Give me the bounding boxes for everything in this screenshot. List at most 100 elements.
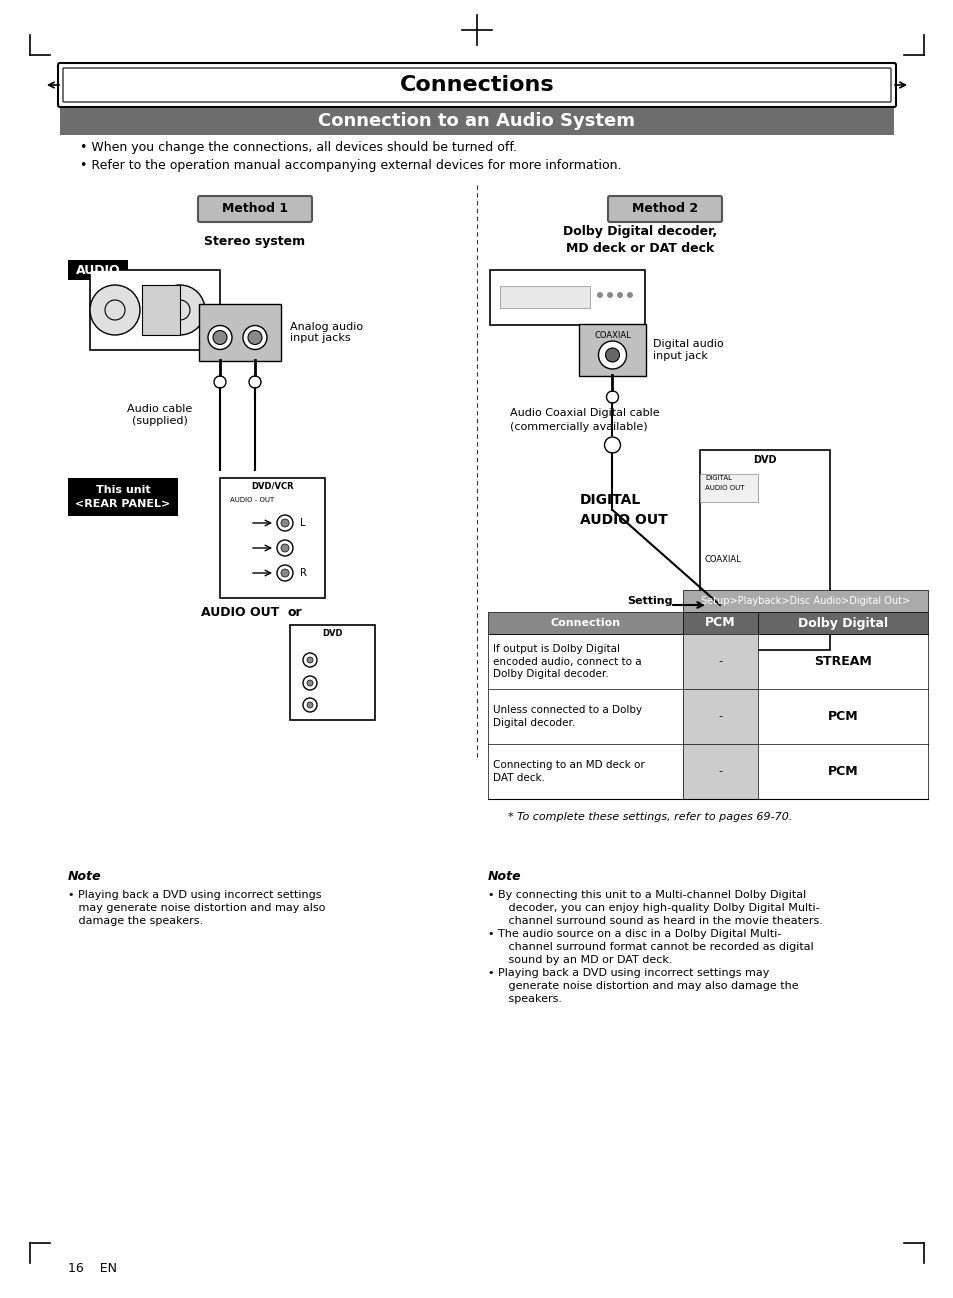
- Text: Connecting to an MD deck or
DAT deck.: Connecting to an MD deck or DAT deck.: [493, 761, 644, 783]
- Circle shape: [713, 598, 725, 611]
- Text: Setting: Setting: [627, 596, 672, 606]
- Bar: [490, 270, 644, 324]
- Text: sound by an MD or DAT deck.: sound by an MD or DAT deck.: [497, 955, 672, 964]
- Text: • Refer to the operation manual accompanying external devices for more informati: • Refer to the operation manual accompan…: [80, 158, 620, 171]
- Circle shape: [707, 593, 731, 617]
- Text: Setup>Playback>Disc Audio>Digital Out>: Setup>Playback>Disc Audio>Digital Out>: [700, 596, 909, 606]
- Circle shape: [617, 292, 622, 299]
- Text: L: L: [299, 518, 305, 528]
- Text: If output is Dolby Digital
encoded audio, connect to a
Dolby Digital decoder.: If output is Dolby Digital encoded audio…: [493, 644, 641, 679]
- Text: DIGITAL: DIGITAL: [704, 475, 731, 482]
- Bar: [90, 270, 220, 350]
- Text: channel surround format cannot be recorded as digital: channel surround format cannot be record…: [497, 942, 813, 951]
- Bar: [220, 478, 325, 598]
- Bar: [700, 450, 829, 650]
- Text: -: -: [718, 657, 721, 666]
- Text: decoder, you can enjoy high-quality Dolby Digital Multi-: decoder, you can enjoy high-quality Dolb…: [497, 903, 819, 912]
- Text: Note: Note: [488, 870, 521, 883]
- Bar: [758, 611, 927, 633]
- Text: AUDIO - OUT: AUDIO - OUT: [230, 497, 274, 504]
- Text: Audio cable
(supplied): Audio cable (supplied): [128, 404, 193, 426]
- Text: channel surround sound as heard in the movie theaters.: channel surround sound as heard in the m…: [497, 916, 822, 925]
- Text: STREAM: STREAM: [813, 655, 871, 668]
- FancyBboxPatch shape: [199, 304, 281, 361]
- Circle shape: [303, 676, 316, 691]
- Bar: [68, 260, 128, 280]
- Text: DVD: DVD: [753, 456, 776, 465]
- Bar: [142, 286, 180, 335]
- Text: PCM: PCM: [827, 765, 858, 778]
- Text: • Playing back a DVD using incorrect settings: • Playing back a DVD using incorrect set…: [68, 890, 321, 900]
- Bar: [682, 633, 758, 689]
- Text: COAXIAL: COAXIAL: [594, 331, 630, 340]
- Circle shape: [281, 569, 289, 578]
- Circle shape: [303, 653, 316, 667]
- Text: -: -: [718, 767, 721, 776]
- Circle shape: [598, 341, 626, 369]
- Bar: [682, 689, 758, 744]
- Text: Stereo system: Stereo system: [204, 235, 305, 248]
- Text: PCM: PCM: [704, 617, 735, 630]
- Bar: [700, 474, 758, 502]
- Text: DVD/VCR: DVD/VCR: [251, 482, 294, 491]
- Circle shape: [276, 540, 293, 556]
- Circle shape: [281, 544, 289, 552]
- Circle shape: [307, 657, 313, 663]
- Circle shape: [303, 698, 316, 713]
- Circle shape: [213, 376, 226, 388]
- Bar: [682, 744, 758, 800]
- Circle shape: [281, 519, 289, 527]
- Text: Note: Note: [68, 870, 102, 883]
- Circle shape: [249, 376, 261, 388]
- Text: Analog audio
input jacks: Analog audio input jacks: [290, 322, 363, 343]
- Bar: [682, 611, 758, 633]
- Circle shape: [606, 391, 618, 402]
- Text: R: R: [299, 569, 307, 578]
- Circle shape: [604, 437, 619, 453]
- Text: Digital audio
input jack: Digital audio input jack: [652, 339, 723, 361]
- Text: DVD: DVD: [322, 628, 342, 637]
- Text: Method 1: Method 1: [222, 202, 288, 215]
- Text: damage the speakers.: damage the speakers.: [68, 916, 203, 925]
- Bar: [682, 591, 927, 611]
- Bar: [290, 626, 375, 720]
- Text: Audio Coaxial Digital cable
(commercially available): Audio Coaxial Digital cable (commerciall…: [510, 409, 659, 432]
- Circle shape: [154, 286, 205, 335]
- Text: 16    EN: 16 EN: [68, 1262, 117, 1275]
- Circle shape: [307, 702, 313, 707]
- Circle shape: [213, 331, 227, 344]
- Text: Connection: Connection: [550, 618, 619, 628]
- Bar: [60, 108, 893, 135]
- Circle shape: [605, 348, 618, 362]
- Text: speakers.: speakers.: [497, 994, 561, 1003]
- Text: AUDIO OUT: AUDIO OUT: [704, 485, 743, 491]
- FancyBboxPatch shape: [58, 64, 895, 106]
- Text: • The audio source on a disc in a Dolby Digital Multi-: • The audio source on a disc in a Dolby …: [488, 929, 781, 938]
- Circle shape: [276, 565, 293, 582]
- Text: Connection to an Audio System: Connection to an Audio System: [318, 113, 635, 131]
- Bar: [68, 478, 178, 517]
- Circle shape: [276, 515, 293, 531]
- FancyBboxPatch shape: [198, 196, 312, 222]
- Bar: [499, 286, 589, 308]
- Text: -: -: [718, 711, 721, 722]
- Text: generate noise distortion and may also damage the: generate noise distortion and may also d…: [497, 981, 798, 990]
- FancyBboxPatch shape: [578, 324, 645, 376]
- Text: Dolby Digital: Dolby Digital: [797, 617, 887, 630]
- FancyBboxPatch shape: [607, 196, 721, 222]
- Text: • By connecting this unit to a Multi-channel Dolby Digital: • By connecting this unit to a Multi-cha…: [488, 890, 805, 900]
- Text: Unless connected to a Dolby
Digital decoder.: Unless connected to a Dolby Digital deco…: [493, 705, 641, 728]
- Text: AUDIO: AUDIO: [75, 263, 120, 276]
- Text: may generate noise distortion and may also: may generate noise distortion and may al…: [68, 903, 325, 912]
- Circle shape: [597, 292, 602, 299]
- Circle shape: [90, 286, 140, 335]
- Text: Dolby Digital decoder,
MD deck or DAT deck: Dolby Digital decoder, MD deck or DAT de…: [562, 225, 717, 256]
- Text: DIGITAL
AUDIO OUT: DIGITAL AUDIO OUT: [579, 493, 667, 527]
- Circle shape: [606, 292, 613, 299]
- Text: • Playing back a DVD using incorrect settings may: • Playing back a DVD using incorrect set…: [488, 968, 768, 977]
- Circle shape: [248, 331, 262, 344]
- Text: Connections: Connections: [399, 75, 554, 95]
- Circle shape: [243, 326, 267, 349]
- Circle shape: [307, 680, 313, 687]
- Text: Method 2: Method 2: [631, 202, 698, 215]
